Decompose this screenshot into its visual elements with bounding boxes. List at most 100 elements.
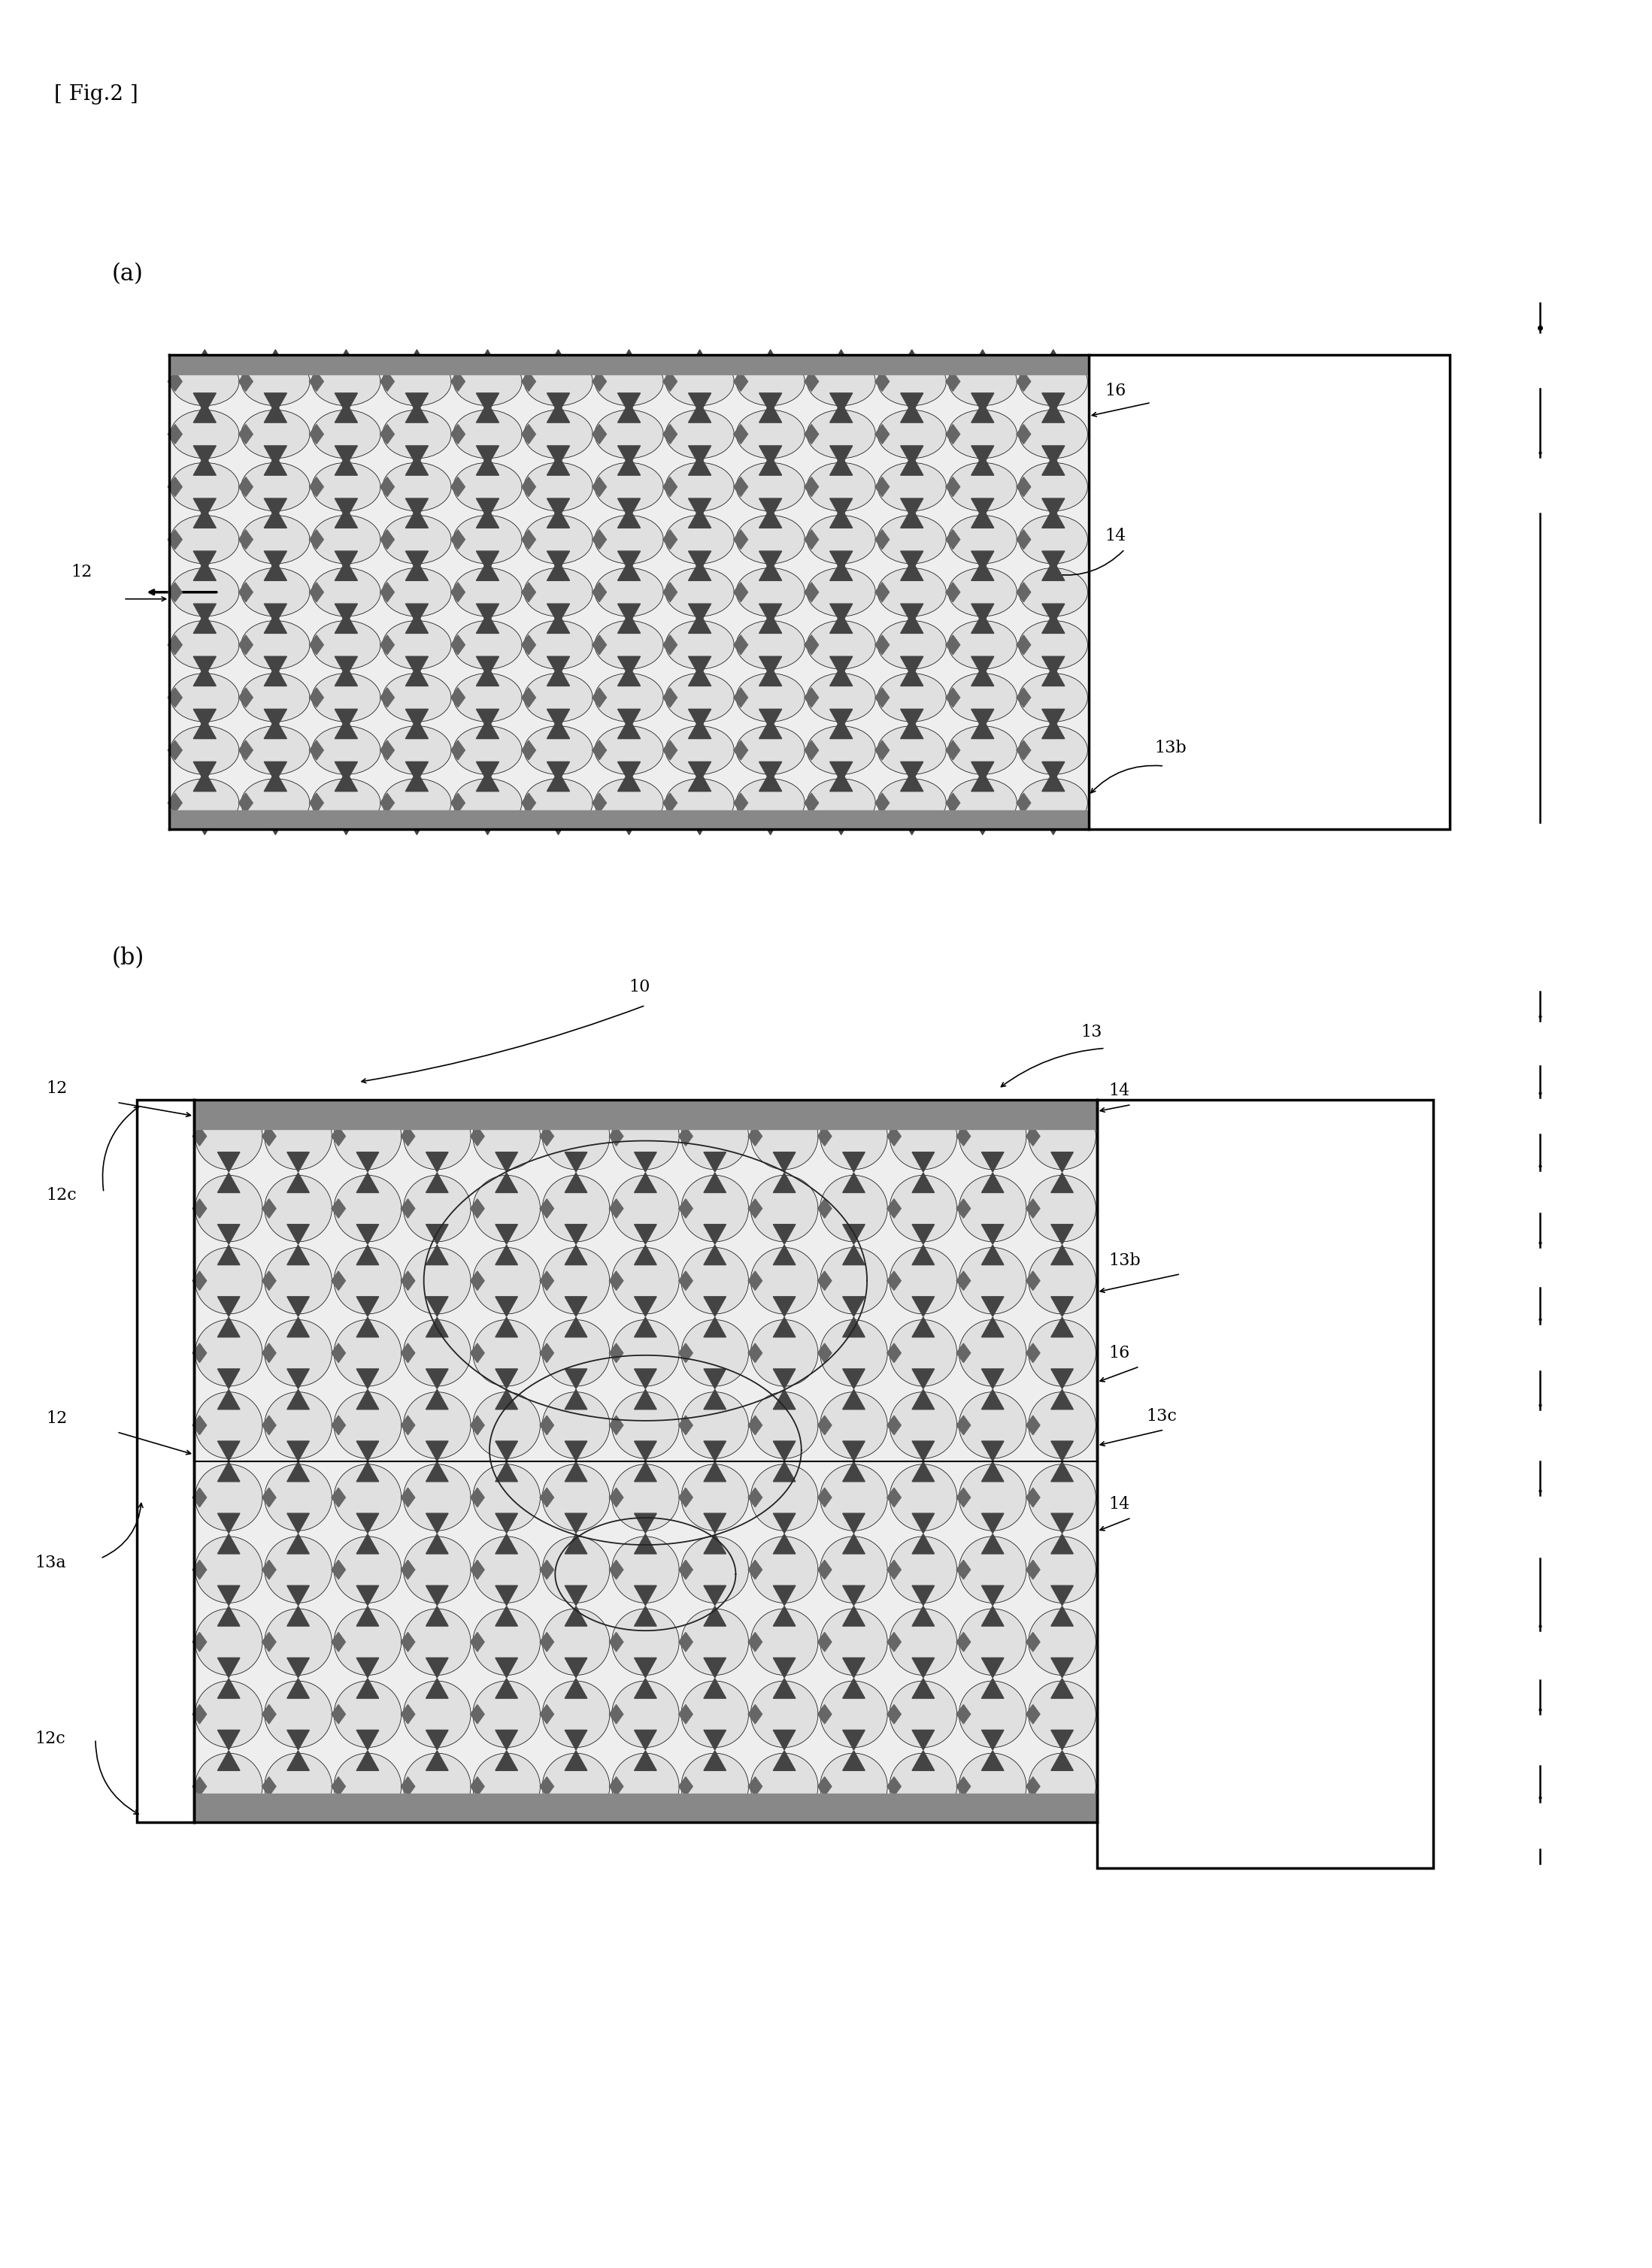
Polygon shape — [760, 814, 781, 835]
Ellipse shape — [666, 358, 733, 406]
Polygon shape — [593, 739, 606, 760]
Polygon shape — [773, 1173, 796, 1193]
Ellipse shape — [170, 674, 240, 721]
Ellipse shape — [737, 674, 805, 721]
Polygon shape — [287, 1461, 309, 1481]
Polygon shape — [193, 349, 216, 370]
Polygon shape — [357, 1390, 378, 1408]
Ellipse shape — [264, 1247, 332, 1313]
Ellipse shape — [889, 1175, 957, 1243]
Polygon shape — [169, 635, 182, 655]
Ellipse shape — [312, 515, 380, 565]
Polygon shape — [704, 1173, 725, 1193]
Ellipse shape — [681, 1608, 748, 1676]
Polygon shape — [547, 612, 570, 633]
Polygon shape — [1042, 508, 1064, 528]
Polygon shape — [426, 1100, 448, 1120]
Polygon shape — [748, 1415, 762, 1436]
Polygon shape — [912, 1751, 935, 1771]
Polygon shape — [193, 1200, 206, 1218]
Ellipse shape — [542, 1681, 610, 1746]
Polygon shape — [496, 1533, 517, 1554]
Ellipse shape — [1029, 1681, 1095, 1746]
Polygon shape — [981, 1152, 1004, 1173]
Polygon shape — [471, 1270, 484, 1290]
Polygon shape — [733, 476, 748, 497]
Polygon shape — [981, 1513, 1004, 1533]
Polygon shape — [829, 655, 852, 676]
Polygon shape — [1051, 1225, 1074, 1245]
Polygon shape — [1042, 551, 1064, 572]
Ellipse shape — [960, 1247, 1026, 1313]
Polygon shape — [618, 560, 641, 581]
Polygon shape — [218, 1225, 240, 1245]
Text: 16: 16 — [1105, 383, 1127, 399]
Text: 12c: 12c — [46, 1186, 78, 1204]
Polygon shape — [335, 447, 357, 465]
Ellipse shape — [681, 1320, 748, 1386]
Polygon shape — [426, 1318, 448, 1338]
Polygon shape — [193, 1415, 206, 1436]
Polygon shape — [357, 1533, 378, 1554]
Polygon shape — [843, 1152, 866, 1173]
Ellipse shape — [195, 1753, 263, 1819]
Ellipse shape — [334, 1247, 401, 1313]
Polygon shape — [547, 392, 570, 413]
Ellipse shape — [819, 1535, 887, 1603]
Polygon shape — [760, 771, 781, 792]
Ellipse shape — [737, 463, 805, 510]
Polygon shape — [689, 762, 710, 782]
Ellipse shape — [611, 1247, 679, 1313]
Polygon shape — [748, 1488, 762, 1506]
Polygon shape — [218, 1173, 240, 1193]
Polygon shape — [193, 667, 216, 685]
Ellipse shape — [453, 674, 522, 721]
Text: 14: 14 — [1105, 528, 1127, 544]
Text: 14: 14 — [1108, 1497, 1130, 1513]
Polygon shape — [218, 1297, 240, 1315]
Polygon shape — [238, 687, 253, 708]
Polygon shape — [335, 508, 357, 528]
Polygon shape — [618, 392, 641, 413]
Ellipse shape — [737, 515, 805, 565]
Text: [ Fig.2 ]: [ Fig.2 ] — [55, 84, 139, 104]
Ellipse shape — [877, 621, 947, 669]
Polygon shape — [476, 762, 499, 782]
Ellipse shape — [877, 567, 947, 617]
Polygon shape — [704, 1751, 725, 1771]
Polygon shape — [522, 794, 535, 812]
Polygon shape — [264, 771, 287, 792]
Ellipse shape — [595, 726, 664, 773]
Ellipse shape — [960, 1753, 1026, 1819]
Polygon shape — [405, 814, 428, 835]
Ellipse shape — [542, 1535, 610, 1603]
Polygon shape — [689, 560, 710, 581]
Polygon shape — [689, 655, 710, 676]
Ellipse shape — [542, 1608, 610, 1676]
Polygon shape — [634, 1297, 656, 1315]
Polygon shape — [540, 1270, 553, 1290]
Polygon shape — [287, 1100, 309, 1120]
Polygon shape — [1026, 1706, 1039, 1724]
Polygon shape — [1051, 1678, 1074, 1699]
Text: (a): (a) — [112, 263, 144, 286]
Ellipse shape — [681, 1535, 748, 1603]
Polygon shape — [476, 551, 499, 572]
Polygon shape — [843, 1803, 866, 1821]
Polygon shape — [981, 1297, 1004, 1315]
Ellipse shape — [195, 1608, 263, 1676]
Ellipse shape — [472, 1393, 540, 1458]
Polygon shape — [263, 1633, 276, 1651]
Polygon shape — [947, 476, 960, 497]
Polygon shape — [829, 447, 852, 465]
Polygon shape — [565, 1100, 586, 1120]
Polygon shape — [496, 1245, 517, 1266]
Text: 13a: 13a — [35, 1554, 66, 1572]
Polygon shape — [912, 1678, 935, 1699]
Polygon shape — [748, 1776, 762, 1796]
Polygon shape — [704, 1297, 725, 1315]
Polygon shape — [263, 1415, 276, 1436]
Polygon shape — [309, 531, 324, 549]
Polygon shape — [679, 1343, 692, 1363]
Polygon shape — [309, 794, 324, 812]
